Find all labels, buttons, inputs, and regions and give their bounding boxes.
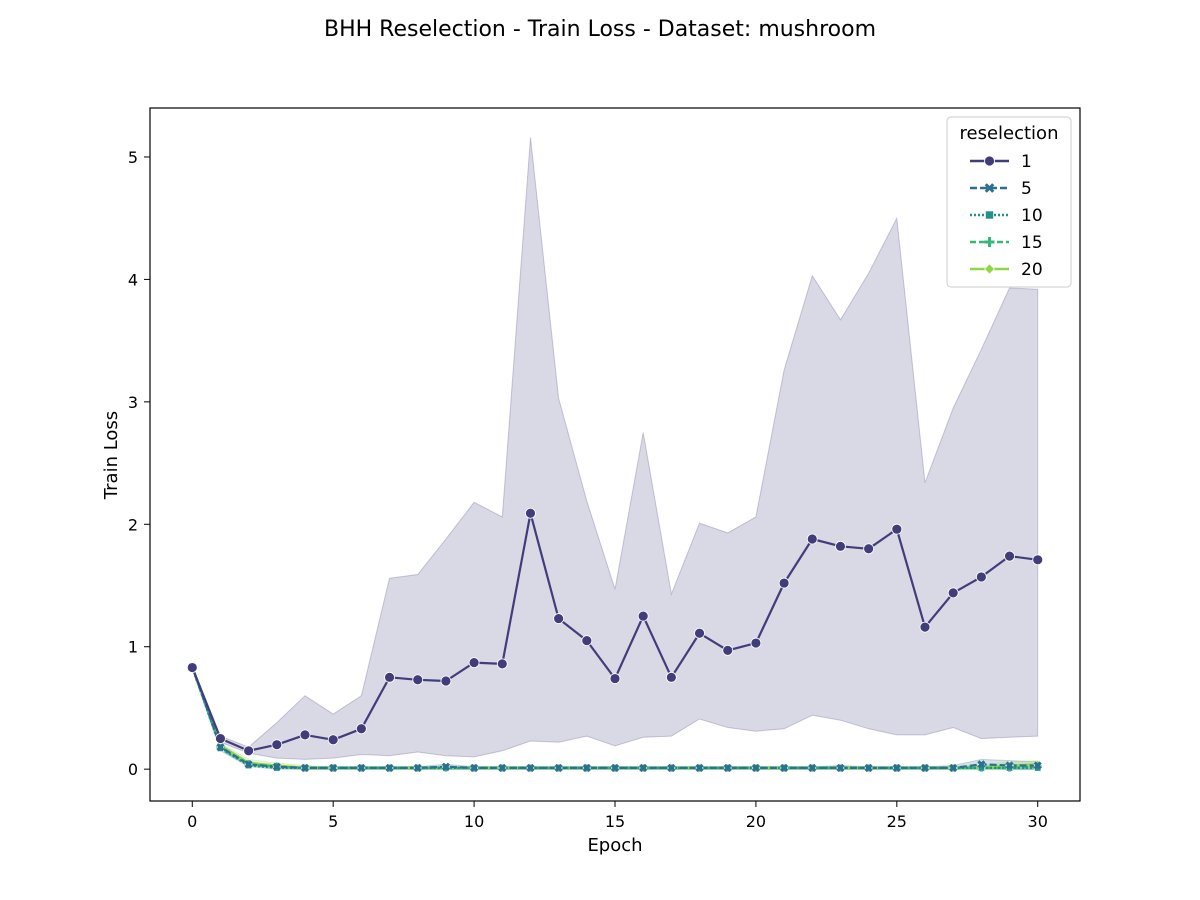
- data-point-5: [977, 760, 986, 769]
- data-point-1: [412, 674, 424, 686]
- data-point-1: [553, 613, 565, 624]
- x-tick-label: 25: [887, 812, 907, 831]
- data-point-1: [299, 729, 311, 741]
- legend-box: [946, 116, 1072, 288]
- x-tick-label: 0: [187, 812, 197, 831]
- confidence-band-1: [191, 137, 1039, 760]
- data-point-1: [835, 540, 846, 552]
- data-point-5: [639, 763, 648, 773]
- legend-marker-5: [984, 183, 995, 193]
- data-point-5: [751, 763, 760, 773]
- data-point-1: [384, 671, 395, 683]
- data-point-5: [892, 763, 901, 773]
- data-point-5: [300, 763, 310, 773]
- data-point-1: [215, 733, 226, 744]
- legend-marker-15: [984, 237, 995, 247]
- data-point-1: [665, 671, 677, 683]
- data-point-5: [413, 763, 422, 773]
- data-point-5: [836, 763, 845, 773]
- legend-marker-10: [985, 210, 994, 220]
- data-point-5: [1033, 761, 1042, 770]
- data-point-1: [778, 577, 790, 589]
- x-axis-label: Epoch: [587, 835, 642, 856]
- data-point-5: [216, 743, 225, 752]
- legend-label-10: 10: [1021, 206, 1043, 226]
- data-point-1: [1004, 550, 1015, 562]
- data-point-1: [271, 739, 283, 751]
- data-point-5: [441, 762, 450, 771]
- data-point-1: [694, 627, 705, 639]
- data-point-5: [949, 763, 958, 773]
- y-tick-label: 0: [128, 760, 138, 779]
- y-axis-label: Train Loss: [101, 411, 122, 500]
- x-tick-label: 10: [464, 812, 484, 831]
- data-point-1: [975, 571, 987, 583]
- data-point-5: [1005, 761, 1014, 770]
- data-point-5: [498, 763, 507, 773]
- data-point-1: [468, 657, 480, 669]
- data-point-1: [806, 533, 818, 545]
- data-point-5: [808, 763, 817, 773]
- data-point-5: [582, 763, 591, 773]
- x-tick-label: 30: [1028, 812, 1048, 831]
- data-point-1: [947, 587, 959, 599]
- data-point-1: [891, 523, 903, 535]
- data-point-5: [244, 760, 253, 769]
- legend-marker-1: [984, 155, 995, 167]
- data-point-5: [610, 763, 620, 773]
- data-point-1: [440, 675, 452, 687]
- legend-title: reselection: [960, 123, 1059, 144]
- legend-label-15: 15: [1021, 233, 1043, 253]
- legend-label-20: 20: [1021, 260, 1043, 280]
- data-point-5: [864, 763, 873, 773]
- y-tick-label: 1: [128, 638, 138, 657]
- x-tick-label: 15: [605, 812, 625, 831]
- data-point-1: [919, 621, 931, 633]
- legend-label-5: 5: [1021, 179, 1032, 199]
- data-point-1: [186, 662, 198, 673]
- data-point-5: [272, 762, 281, 771]
- data-point-1: [581, 635, 593, 647]
- data-point-5: [357, 763, 366, 773]
- data-point-1: [637, 610, 649, 622]
- data-point-5: [526, 763, 535, 773]
- data-point-1: [243, 745, 255, 757]
- y-tick-label: 2: [128, 515, 138, 534]
- legend-marker-20: [984, 263, 995, 275]
- y-tick-label: 4: [128, 270, 138, 289]
- y-tick-label: 5: [128, 148, 138, 167]
- y-axis-ticks: 0 1 2 3 4 5: [128, 148, 150, 779]
- data-point-1: [722, 645, 734, 656]
- data-point-5: [554, 763, 563, 773]
- x-axis-ticks: 0 5 10 15 20 25 30: [187, 801, 1048, 831]
- data-point-1: [750, 637, 762, 649]
- data-point-1: [1032, 554, 1044, 566]
- data-point-1: [609, 673, 621, 684]
- y-tick-label: 3: [128, 393, 138, 412]
- data-point-1: [863, 543, 875, 555]
- chart-title: BHH Reselection - Train Loss - Dataset: …: [324, 17, 876, 42]
- data-point-1: [525, 507, 536, 519]
- data-point-1: [327, 734, 339, 746]
- data-point-1: [496, 658, 508, 670]
- data-point-5: [329, 763, 338, 773]
- data-point-5: [470, 763, 479, 773]
- data-point-5: [695, 763, 704, 773]
- x-tick-label: 20: [746, 812, 766, 831]
- data-point-5: [920, 763, 930, 773]
- data-point-5: [780, 763, 789, 773]
- x-tick-label: 5: [328, 812, 338, 831]
- data-point-5: [723, 763, 732, 773]
- legend-label-1: 1: [1021, 152, 1032, 172]
- data-point-5: [385, 763, 394, 773]
- data-point-1: [355, 723, 367, 735]
- data-point-5: [667, 763, 676, 773]
- series-markers: [186, 507, 1044, 773]
